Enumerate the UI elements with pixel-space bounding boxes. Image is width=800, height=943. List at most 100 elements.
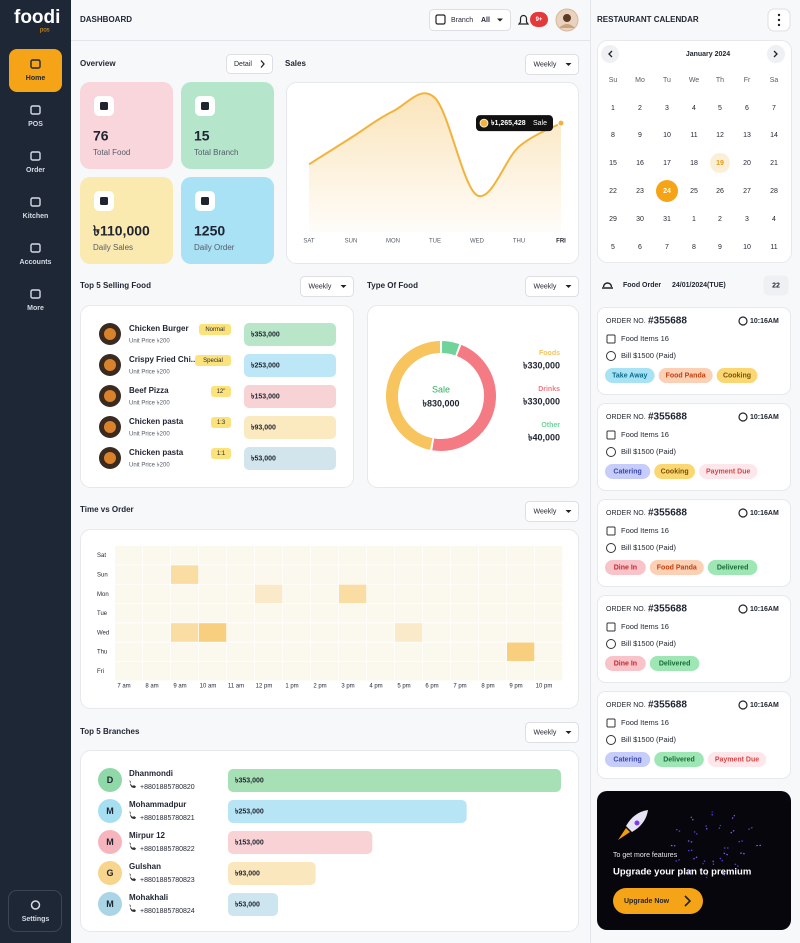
calendar-day[interactable]: 4 [692, 105, 696, 112]
calendar-day[interactable]: 16 [636, 160, 644, 167]
calendar-day[interactable]: 8 [611, 132, 615, 139]
calendar-day[interactable]: 14 [770, 132, 778, 139]
calendar-day[interactable]: 29 [609, 216, 617, 223]
calendar-day[interactable]: 6 [638, 244, 642, 251]
nav-item[interactable]: Home [9, 49, 62, 92]
dot [777, 18, 781, 22]
heat-cell [143, 603, 171, 623]
heat-cell [535, 661, 563, 681]
period-dropdown[interactable]: Weekly [525, 722, 579, 743]
calendar-day[interactable]: 18 [690, 160, 698, 167]
period-dropdown[interactable]: Weekly [525, 54, 579, 75]
caret [340, 285, 347, 288]
order-card[interactable]: ORDER NO. #355688 10:16AM Food Items 16 Bill… [597, 595, 791, 683]
calendar-day[interactable]: 19 [710, 153, 730, 173]
period-dropdown[interactable]: Weekly [300, 276, 354, 297]
food-row: Chicken pasta Unit Price ৳200 1:1 ৳53,000 [99, 447, 336, 470]
nav-item[interactable]: Order [26, 151, 45, 174]
detail-label: Detail [234, 61, 252, 68]
notification-badge [530, 12, 548, 27]
calendar-day[interactable]: 21 [770, 160, 778, 167]
calendar-day[interactable]: 10 [663, 132, 671, 139]
calendar-day[interactable]: 15 [609, 160, 617, 167]
heat-cell [339, 565, 367, 584]
branch-avatar [98, 892, 122, 916]
sparkle [731, 814, 736, 819]
bill-icon [606, 735, 616, 745]
calendar-day[interactable]: 26 [716, 188, 724, 195]
detail-button[interactable]: Detail [226, 54, 273, 74]
heat-cell [479, 584, 507, 604]
calendar-day[interactable]: 27 [743, 188, 751, 195]
calendar-day[interactable]: 30 [636, 216, 644, 223]
calendar-day[interactable]: 1 [611, 105, 615, 112]
calendar-day[interactable]: 23 [636, 188, 644, 195]
avatar[interactable] [555, 8, 579, 32]
branch-phone: +8801885780821 [140, 815, 195, 822]
calendar-day[interactable]: 10 [743, 244, 751, 251]
rocket-flame [618, 828, 630, 840]
nav-item[interactable]: Accounts [20, 243, 52, 266]
heat-cell [283, 623, 311, 642]
nav-item[interactable]: More [27, 289, 44, 312]
branch-row: M Mirpur 12 +8801885780822 ৳153,000 [98, 830, 373, 854]
calendar-day[interactable]: 3 [745, 216, 749, 223]
calendar-day[interactable]: 20 [743, 160, 751, 167]
order-label: ORDER NO. [606, 414, 646, 421]
calendar-day[interactable]: 8 [692, 244, 696, 251]
calendar-day[interactable]: 7 [665, 244, 669, 251]
calendar-day[interactable]: 9 [718, 244, 722, 251]
calendar-day[interactable]: 5 [611, 244, 615, 251]
calendar-day[interactable]: 22 [609, 188, 617, 195]
period-dropdown[interactable]: Weekly [525, 501, 579, 522]
calendar-day[interactable]: 31 [663, 216, 671, 223]
heat-cell [115, 661, 143, 681]
calendar-day[interactable]: 2 [638, 105, 642, 112]
nav-item[interactable]: Kitchen [23, 197, 49, 220]
phone-icon [129, 904, 136, 912]
settings-button[interactable]: Settings [8, 890, 62, 932]
heat-cell [283, 642, 311, 662]
branch-name: Mohammadpur [129, 800, 186, 809]
order-card[interactable]: ORDER NO. #355688 10:16AM Food Items 16 Bill… [597, 691, 791, 779]
order-tag-bg [649, 560, 704, 575]
calendar-day[interactable]: 17 [663, 160, 671, 167]
calendar-day[interactable]: 2 [718, 216, 722, 223]
order-card[interactable]: ORDER NO. #355688 10:16AM Food Items 16 Bill… [597, 307, 791, 395]
calendar-day[interactable]: 13 [743, 132, 751, 139]
heat-cell [171, 642, 199, 662]
calendar-day[interactable]: 28 [770, 188, 778, 195]
calendar-day[interactable]: 11 [770, 244, 777, 251]
calendar-day[interactable]: 4 [772, 216, 776, 223]
bill-icon [606, 351, 616, 361]
calendar-day[interactable]: 5 [718, 105, 722, 112]
order-card[interactable]: ORDER NO. #355688 10:16AM Food Items 16 Bill… [597, 499, 791, 587]
day-number: 1 [692, 216, 696, 223]
branch-name: Mohakhali [129, 893, 168, 902]
calendar-day[interactable]: 1 [692, 216, 696, 223]
food-sales: ৳253,000 [251, 361, 280, 369]
month-nav[interactable] [767, 45, 785, 63]
calendar-day[interactable]: 9 [638, 132, 642, 139]
period-dropdown[interactable]: Weekly [525, 276, 579, 297]
calendar-day[interactable]: 6 [745, 105, 749, 112]
calendar-day[interactable]: 3 [665, 105, 669, 112]
heat-cell [283, 565, 311, 584]
tooltip-label: Sale [533, 120, 547, 127]
upgrade-button[interactable]: Upgrade Now [613, 888, 703, 914]
calendar-day[interactable]: 11 [690, 132, 697, 139]
month-nav[interactable] [601, 45, 619, 63]
dropdown-label: Weekly [534, 283, 557, 290]
calendar-day[interactable]: 25 [690, 188, 698, 195]
more-button[interactable] [767, 8, 791, 32]
month-label: January 2024 [686, 51, 730, 58]
nav-item[interactable]: POS [28, 105, 43, 128]
order-card[interactable]: ORDER NO. #355688 10:16AM Food Items 16 Bill… [597, 403, 791, 491]
day-number: 5 [611, 244, 615, 251]
calendar-day[interactable]: 24 [656, 180, 678, 202]
notifications[interactable]: 9+ [517, 12, 548, 27]
calendar-day[interactable]: 12 [716, 132, 724, 139]
calendar-day[interactable]: 7 [772, 105, 776, 112]
branch-selector[interactable]: Branch All [429, 9, 511, 31]
tooltip-bg [476, 115, 553, 132]
